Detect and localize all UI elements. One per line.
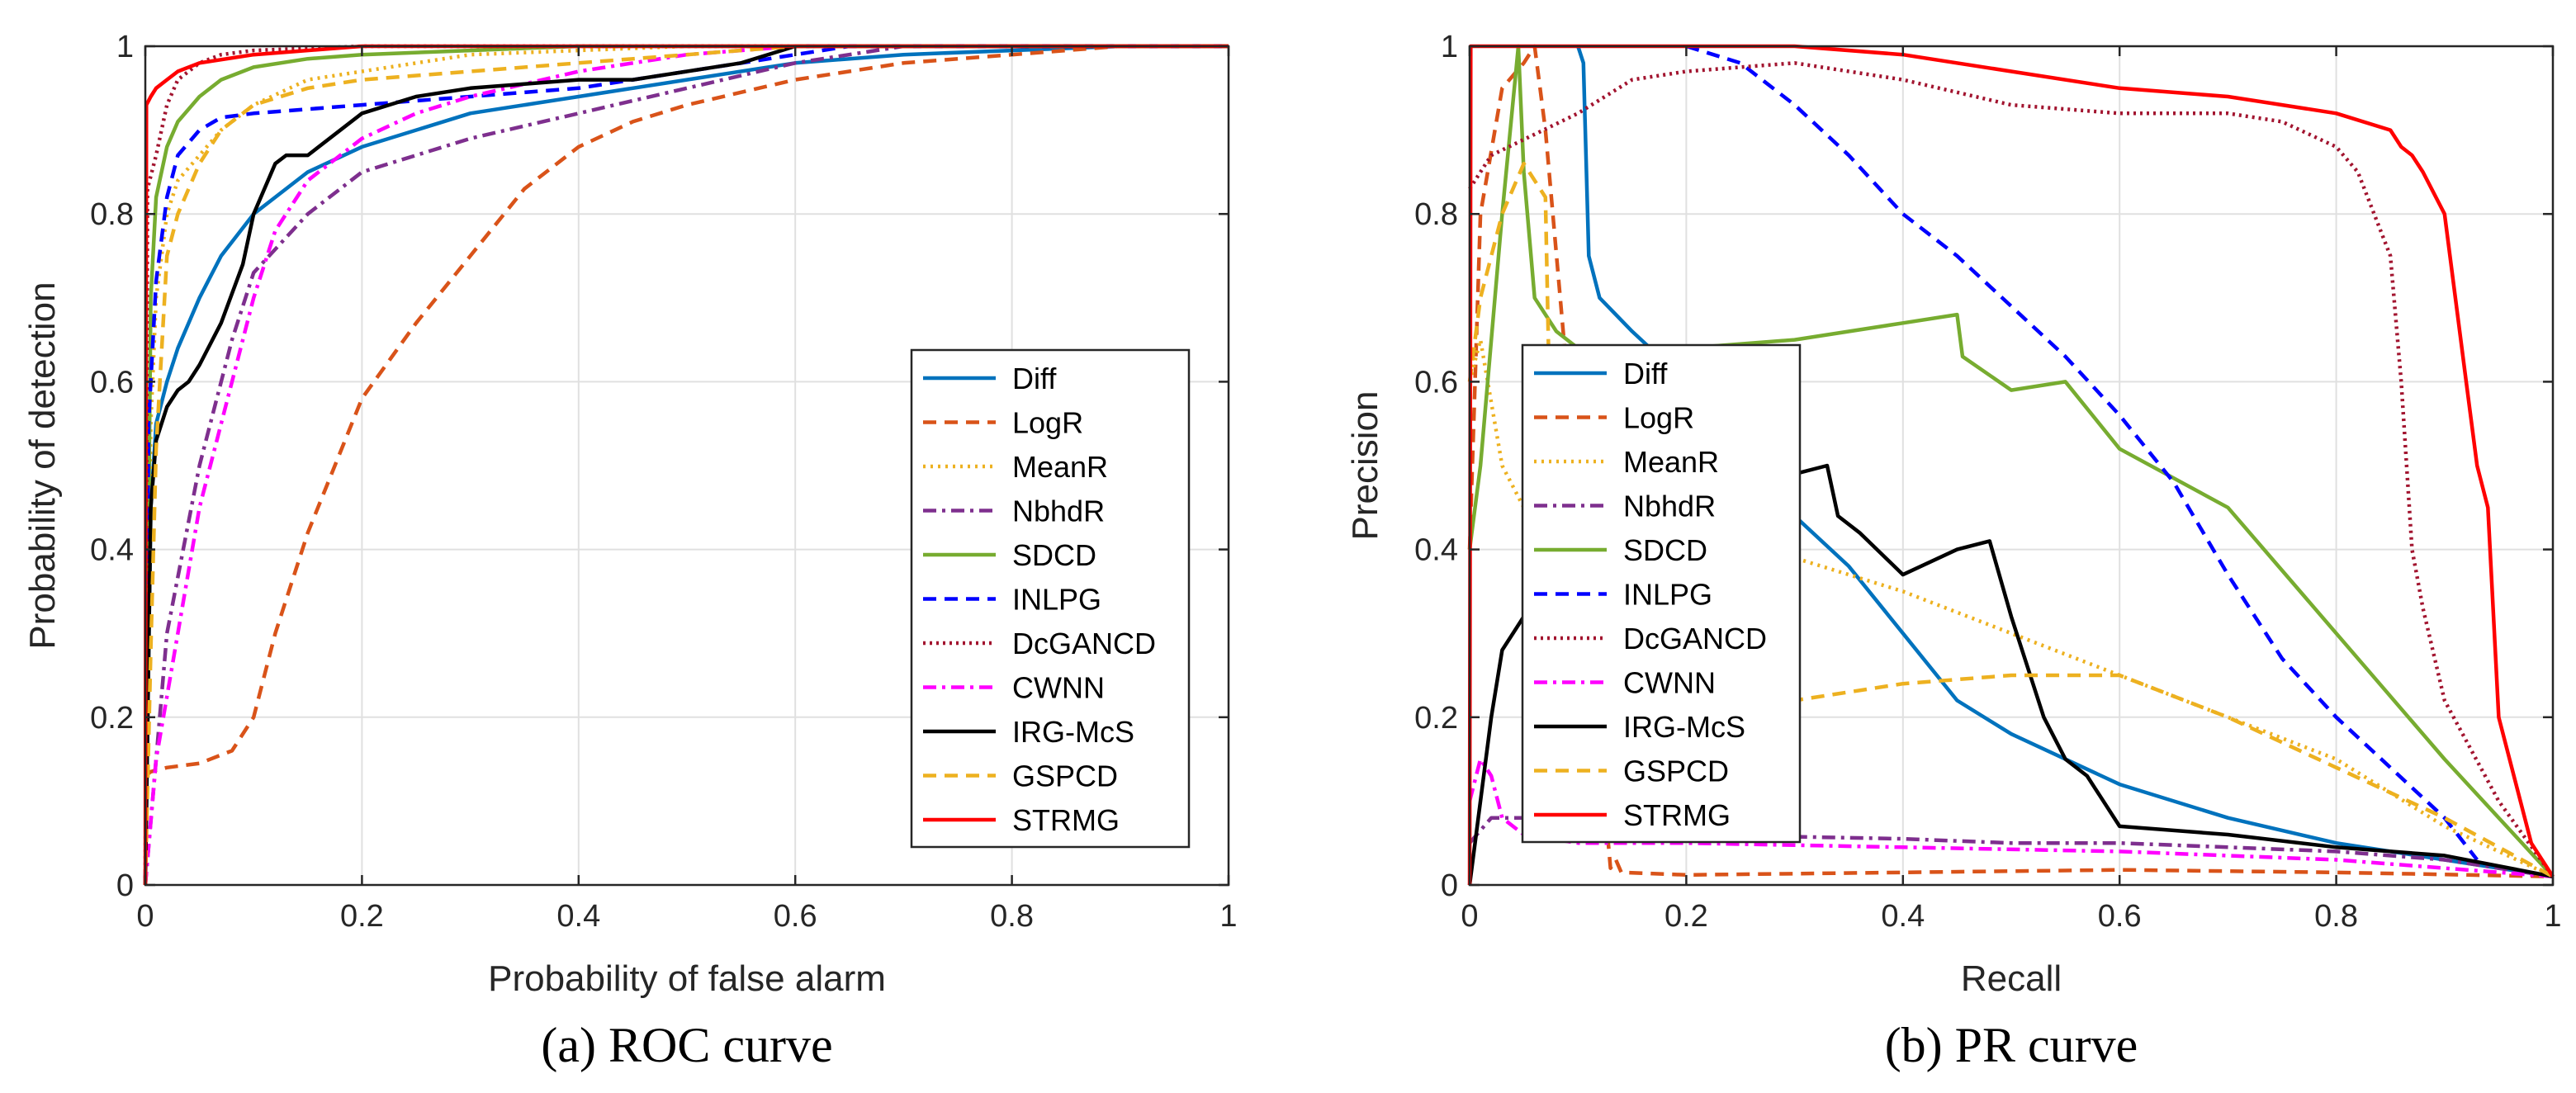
- roc-chart: 0 0.2 0.4 0.6 0.8 1 0 0.2 0.4 0.6 0.8 1 Probability…: [22, 30, 1238, 1072]
- roc-y-tick-label: 0.4: [90, 533, 134, 568]
- pr-legend-label-nbhdr: NbhdR: [1623, 490, 1716, 523]
- pr-x-tick-label: 0.2: [1664, 899, 1708, 934]
- roc-series-irg-mcs: [143, 44, 1229, 886]
- roc-series-strmg: [143, 44, 1229, 886]
- roc-legend-label-strmg: STRMG: [1012, 803, 1120, 837]
- roc-legend-label-dcgancd: DcGANCD: [1012, 627, 1156, 660]
- pr-legend-label-strmg: STRMG: [1623, 798, 1731, 832]
- roc-x-tick-label: 0.4: [556, 899, 600, 934]
- roc-x-tick-label: 0.8: [990, 899, 1034, 934]
- roc-legend-label-cwnn: CWNN: [1012, 671, 1105, 705]
- pr-series-sdcd: [1467, 44, 2555, 878]
- pr-series-logr: [1467, 44, 2554, 879]
- pr-legend-label-cwnn: CWNN: [1623, 666, 1716, 700]
- roc-x-tick-label: 0: [136, 899, 154, 934]
- roc-series-logr: [144, 44, 1229, 778]
- pr-x-tick-label: 0.8: [2314, 899, 2358, 934]
- pr-series-diff: [1576, 45, 2554, 879]
- pr-legend-label-meanr: MeanR: [1623, 445, 1719, 479]
- pr-legend-label-gspcd: GSPCD: [1623, 755, 1729, 788]
- pr-y-tick-label: 0.6: [1414, 365, 1458, 400]
- roc-y-tick-label: 1: [116, 30, 134, 64]
- roc-x-tick-label: 0.2: [340, 899, 384, 934]
- pr-series-strmg: [1467, 44, 2555, 886]
- roc-x-tick-label: 0.6: [774, 899, 817, 934]
- pr-axes-box: [1468, 45, 2555, 887]
- roc-caption: (a) ROC curve: [541, 1018, 832, 1072]
- roc-series-cwnn: [143, 44, 1229, 886]
- pr-x-axis-label: Recall: [1961, 958, 2062, 999]
- roc-legend-label-nbhdr: NbhdR: [1012, 494, 1105, 528]
- roc-legend: Diff LogR MeanR NbhdR SDCD INLPG DcGANCD CWNN IR…: [910, 348, 1191, 849]
- roc-y-tick-label: 0: [116, 868, 134, 903]
- roc-y-tick-label: 0.6: [90, 365, 134, 400]
- roc-legend-label-logr: LogR: [1012, 406, 1083, 440]
- pr-x-tick-label: 0.6: [2098, 899, 2142, 934]
- roc-grid: [145, 46, 1229, 885]
- pr-x-tick-label: 0.4: [1881, 899, 1925, 934]
- pr-legend-label-sdcd: SDCD: [1623, 533, 1707, 567]
- roc-legend-label-irg-mcs: IRG-McS: [1012, 715, 1134, 749]
- pr-y-tick-label: 0.4: [1414, 533, 1458, 568]
- pr-y-tick-label: 0: [1441, 868, 1458, 903]
- pr-y-tick-label: 1: [1441, 30, 1458, 64]
- roc-y-tick-label: 0.8: [90, 197, 134, 232]
- pr-x-tick-label: 1: [2544, 899, 2561, 934]
- pr-legend: Diff LogR MeanR NbhdR SDCD INLPG DcGANCD CWNN IR…: [1521, 343, 1802, 844]
- pr-legend-label-inlpg: INLPG: [1623, 578, 1712, 612]
- roc-x-tick-label: 1: [1219, 899, 1237, 934]
- pr-x-tick-label: 0: [1461, 899, 1478, 934]
- pr-series-meanr: [1467, 338, 2554, 878]
- roc-series-sdcd: [143, 44, 1229, 886]
- roc-axes-box: [144, 45, 1230, 887]
- pr-y-axis-label: Precision: [1345, 391, 1385, 541]
- roc-series-nbhdr: [143, 44, 1229, 886]
- pr-series-nbhdr: [1468, 816, 2554, 879]
- pr-legend-label-dcgancd: DcGANCD: [1623, 622, 1767, 655]
- pr-chart: 0 0.2 0.4 0.6 0.8 1 0 0.2 0.4 0.6 0.8 1 Recall Prec…: [1345, 30, 2562, 1072]
- pr-series-inlpg: [1685, 44, 2479, 861]
- roc-legend-label-meanr: MeanR: [1012, 450, 1108, 484]
- pr-legend-label-diff: Diff: [1623, 357, 1668, 390]
- roc-y-tick-label: 0.2: [90, 701, 134, 736]
- roc-legend-label-diff: Diff: [1012, 362, 1057, 395]
- roc-ticks: 0 0.2 0.4 0.6 0.8 1 0 0.2 0.4 0.6 0.8 1: [90, 30, 1237, 934]
- pr-y-tick-label: 0.2: [1414, 701, 1458, 736]
- roc-series-gspcd: [143, 44, 1229, 886]
- roc-x-axis-label: Probability of false alarm: [488, 958, 886, 999]
- pr-caption: (b) PR curve: [1885, 1018, 2138, 1072]
- pr-legend-label-irg-mcs: IRG-McS: [1623, 710, 1745, 744]
- roc-legend-label-inlpg: INLPG: [1012, 583, 1101, 617]
- roc-legend-label-gspcd: GSPCD: [1012, 759, 1118, 793]
- roc-y-axis-label: Probability of detection: [22, 282, 63, 649]
- roc-legend-label-sdcd: SDCD: [1012, 538, 1096, 572]
- pr-ticks: 0 0.2 0.4 0.6 0.8 1 0 0.2 0.4 0.6 0.8 1: [1414, 30, 2561, 934]
- pr-legend-label-logr: LogR: [1623, 401, 1694, 435]
- pr-y-tick-label: 0.8: [1414, 197, 1458, 232]
